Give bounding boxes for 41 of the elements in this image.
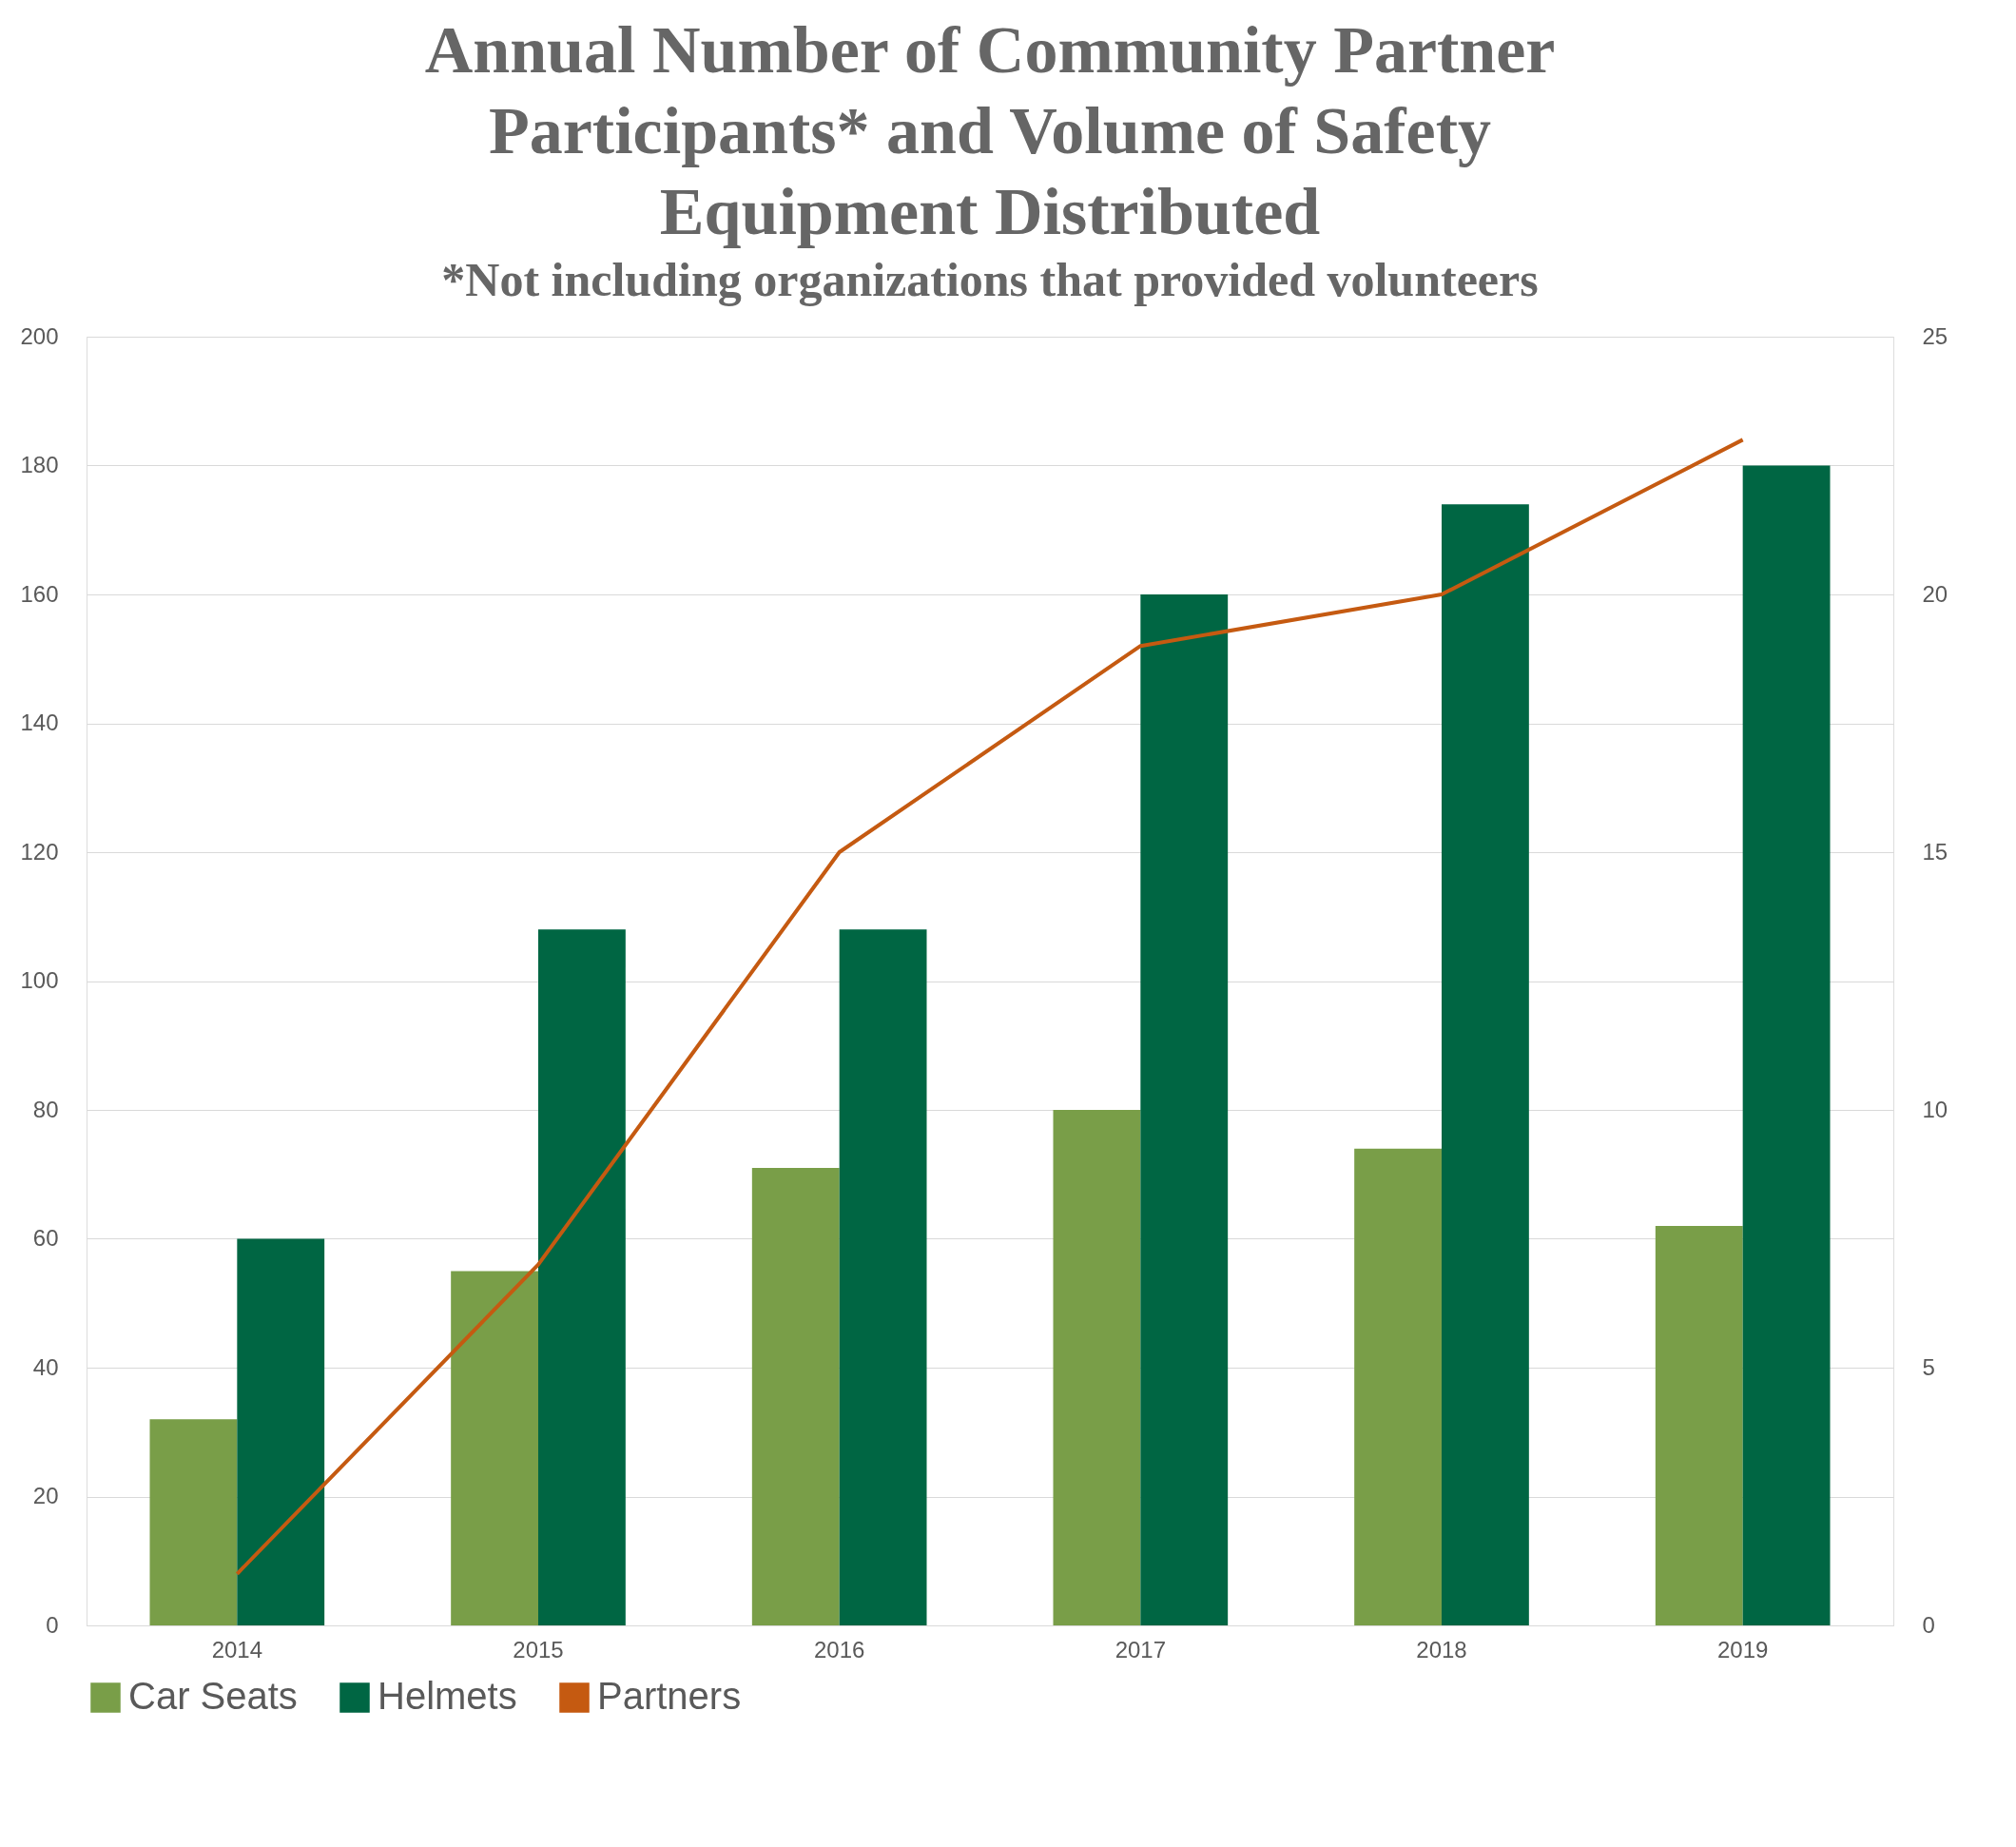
bar — [538, 929, 626, 1625]
y-tick-label: 100 — [20, 967, 59, 993]
y-tick-label: 60 — [32, 1225, 59, 1251]
legend-label: Partners — [597, 1675, 742, 1717]
bar — [1354, 1148, 1442, 1625]
x-tick-label: 2018 — [1416, 1636, 1467, 1662]
y-tick-label: 160 — [20, 580, 59, 607]
y-tick-label: 40 — [32, 1353, 59, 1380]
x-tick-label: 2014 — [211, 1636, 263, 1662]
legend-label: Helmets — [378, 1675, 517, 1717]
x-tick-label: 2016 — [813, 1636, 865, 1662]
y2-tick-label: 10 — [1922, 1096, 1948, 1122]
bar — [1655, 1225, 1743, 1625]
bar — [1053, 1110, 1141, 1625]
y-tick-label: 120 — [20, 838, 59, 865]
y2-tick-label: 5 — [1922, 1353, 1935, 1380]
bar — [1742, 465, 1831, 1625]
bar — [149, 1419, 238, 1625]
line-series — [235, 437, 1745, 1576]
y-tick-label: 20 — [32, 1483, 59, 1508]
y2-tick-label: 20 — [1922, 580, 1948, 607]
chart-subtitle: *Not including organizations that provided volunteers — [441, 253, 1539, 306]
y2-tick-label: 15 — [1922, 838, 1948, 865]
y-tick-label: 140 — [20, 710, 59, 735]
bar — [1442, 504, 1529, 1625]
y2-tick-label: 0 — [1922, 1611, 1935, 1638]
x-tick-label: 2019 — [1716, 1636, 1769, 1662]
x-tick-label: 2017 — [1115, 1636, 1167, 1662]
y-tick-label: 180 — [20, 452, 59, 477]
bar — [451, 1271, 538, 1625]
bar — [237, 1238, 325, 1625]
x-tick-label: 2015 — [513, 1636, 564, 1662]
legend-label: Car Seats — [128, 1675, 298, 1717]
bar — [751, 1167, 840, 1625]
y-tick-label: 200 — [20, 322, 59, 349]
bar — [839, 929, 927, 1625]
y2-tick-label: 25 — [1922, 322, 1948, 349]
y-tick-label: 80 — [32, 1096, 59, 1122]
bar — [1140, 594, 1229, 1625]
y-tick-label: 0 — [46, 1611, 59, 1638]
chart-title: Annual Number of Community Partner Participants* and Volume of Safety Equipment Distributed — [424, 13, 1556, 248]
